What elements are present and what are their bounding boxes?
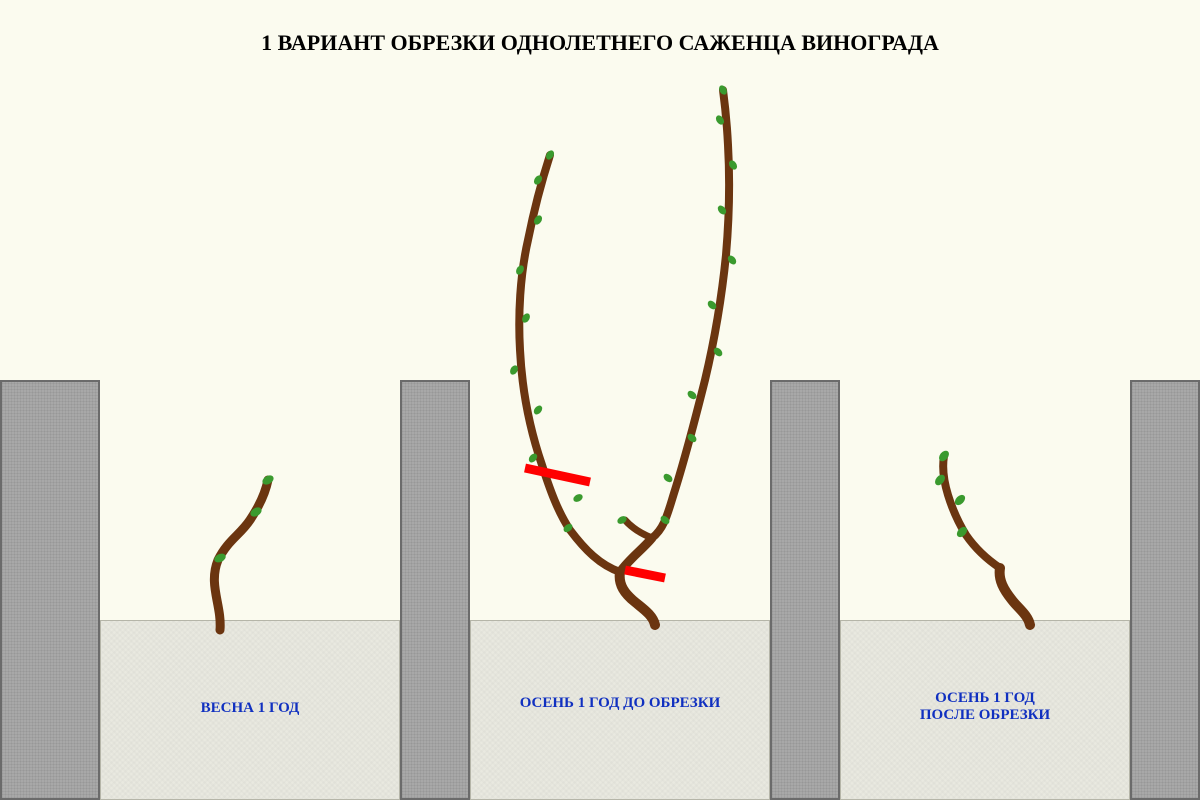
fence-post <box>0 380 100 800</box>
vine-branch <box>943 456 1000 568</box>
vine-branch <box>519 155 620 572</box>
panel-caption: ОСЕНЬ 1 ГОД ПОСЛЕ ОБРЕЗКИ <box>840 690 1130 724</box>
vine-bud <box>532 404 544 416</box>
panel-caption: ВЕСНА 1 ГОД <box>100 700 400 717</box>
fence-post <box>1130 380 1200 800</box>
vine-bud <box>572 492 584 503</box>
cut-mark <box>525 468 590 482</box>
panel-caption: ОСЕНЬ 1 ГОД ДО ОБРЕЗКИ <box>470 695 770 712</box>
vine-branch <box>652 90 729 538</box>
diagram-canvas: 1 ВАРИАНТ ОБРЕЗКИ ОДНОЛЕТНЕГО САЖЕНЦА ВИ… <box>0 0 1200 800</box>
vine-branch <box>620 572 655 625</box>
plant-autumn-after <box>840 400 1130 640</box>
cut-mark <box>625 570 665 578</box>
diagram-title: 1 ВАРИАНТ ОБРЕЗКИ ОДНОЛЕТНЕГО САЖЕНЦА ВИ… <box>0 30 1200 56</box>
vine-branch <box>1000 568 1030 625</box>
vine-bud <box>662 472 674 484</box>
vine-branch <box>625 520 652 538</box>
plant-autumn-before <box>430 60 810 640</box>
plant-spring <box>100 380 400 640</box>
vine-branch <box>620 538 652 572</box>
